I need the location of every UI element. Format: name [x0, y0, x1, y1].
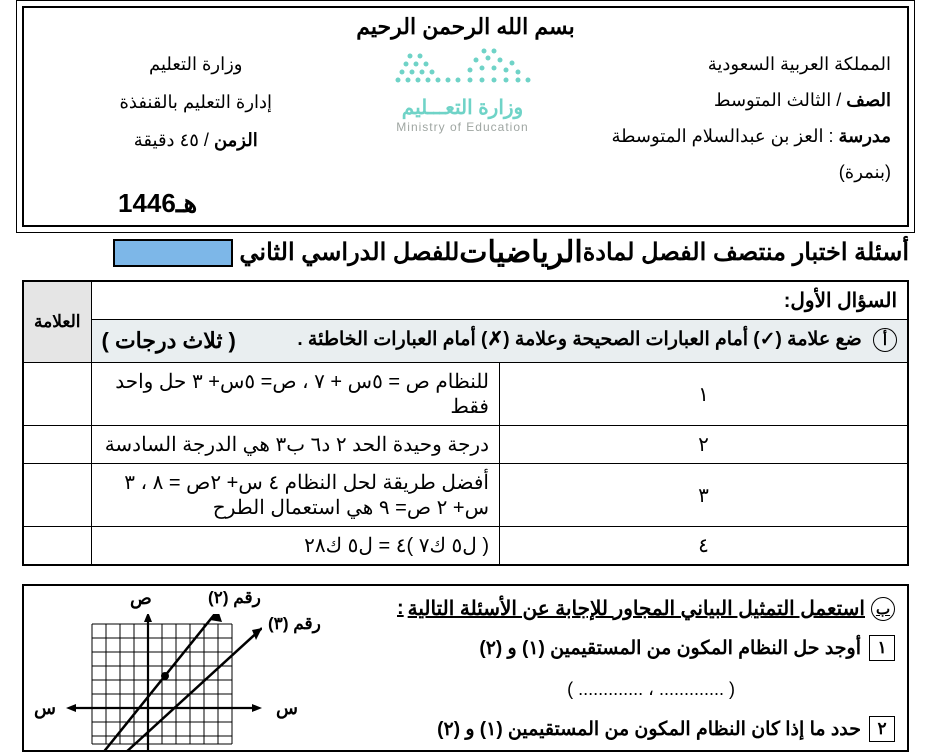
time-line: الزمن / ٤٥ دقيقة	[34, 122, 358, 160]
name-blank-chip	[113, 239, 233, 267]
x-axis-label-r: س	[276, 698, 298, 719]
part-b-letter: ب	[871, 597, 895, 621]
arrow-icon	[252, 628, 262, 640]
time-label: الزمن	[214, 130, 258, 150]
q1-instruction: ضع علامة (✓) أمام العبارات الصحيحة وعلام…	[297, 329, 861, 350]
moe-en: Ministry of Education	[358, 120, 568, 134]
grade-line: الصف / الثالث المتوسط	[568, 82, 892, 118]
table-row: ٣ أفضل طريقة لحل النظام ٤ س+ ٢ص = ٨ ، ٣ …	[23, 464, 908, 527]
row-num: ١	[500, 363, 909, 426]
q1b-item1: أوجد حل النظام المكون من المستقيمين (١) …	[479, 637, 861, 660]
line2-label: رقم (٣)	[268, 614, 321, 634]
colon-icon: :	[397, 597, 404, 620]
item1-num: ١	[869, 635, 895, 661]
title-pre: أسئلة اختبار منتصف الفصل لمادة	[583, 238, 909, 267]
row-text: درجة وحيدة الحد ٢ د٦ ب٣ هي الدرجة السادس…	[91, 426, 500, 464]
row-mark[interactable]	[23, 527, 91, 566]
part-a-letter: أ	[873, 328, 897, 352]
grade-value: / الثالث المتوسط	[714, 90, 841, 110]
table-row: ٤ ( ل٥ ك٧ )٤ = ل٥ ك٢٨	[23, 527, 908, 566]
exam-title: أسئلة اختبار منتصف الفصل لمادة الرياضيات…	[22, 235, 909, 270]
row-text: أفضل طريقة لحل النظام ٤ س+ ٢ص = ٨ ، ٣ س+…	[91, 464, 500, 527]
row-num: ٤	[500, 527, 909, 566]
row-mark[interactable]	[23, 426, 91, 464]
y-axis-label: ص	[130, 588, 152, 609]
title-subject: الرياضيات	[459, 235, 582, 270]
q1-table: السؤال الأول: العلامة أ ضع علامة (✓) أما…	[22, 280, 909, 566]
row-mark[interactable]	[23, 363, 91, 426]
table-row: ١ للنظام ص = ٥س + ٧ ، ص= ٥س+ ٣ حل واحد ف…	[23, 363, 908, 426]
q1b-item2: حدد ما إذا كان النظام المكون من المستقيم…	[437, 718, 861, 741]
line1-label: رقم (٢)	[208, 588, 261, 608]
graph-area: ص س س رقم (٢) رقم (٣)	[32, 590, 342, 752]
header-box: بسم الله الرحمن الرحيم المملكة العربية ا…	[22, 6, 909, 227]
title-post: للفصل الدراسي الثاني	[239, 238, 459, 267]
q1b-box: ب استعمل التمثيل البياني المجاور للإجابة…	[22, 584, 909, 752]
hijri-year: 1446هـ	[34, 188, 897, 219]
bismillah: بسم الله الرحمن الرحيم	[34, 14, 897, 40]
row-num: ٢	[500, 426, 909, 464]
moe-ar: وزارة التعـــليم	[358, 95, 568, 120]
graph-svg	[62, 614, 262, 752]
ministry: وزارة التعليم	[34, 46, 358, 84]
line-2	[124, 628, 262, 752]
row-num: ٣	[500, 464, 909, 527]
grade-label: الصف	[846, 90, 891, 110]
department: إدارة التعليم بالقنفذة	[34, 84, 358, 122]
time-value: / ٤٥ دقيقة	[134, 130, 209, 150]
q1-score: ( ثلاث درجات )	[102, 328, 236, 354]
item2-num: ٢	[869, 716, 895, 742]
q1-instruction-cell: أ ضع علامة (✓) أمام العبارات الصحيحة وعل…	[91, 320, 908, 363]
country: المملكة العربية السعودية	[568, 46, 892, 82]
header-right-col: المملكة العربية السعودية الصف / الثالث ا…	[568, 46, 898, 190]
table-row: ٢ درجة وحيدة الحد ٢ د٦ ب٣ هي الدرجة السا…	[23, 426, 908, 464]
intersection-point-icon	[161, 672, 169, 680]
school-line: مدرسة : العز بن عبدالسلام المتوسطة (بنمر…	[568, 118, 892, 190]
row-text: للنظام ص = ٥س + ٧ ، ص= ٥س+ ٣ حل واحد فقط	[91, 363, 500, 426]
mark-header: العلامة	[23, 281, 91, 363]
header-center-col: وزارة التعـــليم Ministry of Education	[358, 46, 568, 190]
moe-logo-icon	[388, 46, 538, 86]
school-label: مدرسة	[838, 126, 891, 146]
row-mark[interactable]	[23, 464, 91, 527]
axes-icon	[66, 614, 262, 752]
grid-icon	[92, 624, 232, 744]
arrow-icon	[210, 614, 222, 622]
q1b-title: استعمل التمثيل البياني المجاور للإجابة ع…	[408, 596, 865, 621]
row-text: ( ل٥ ك٧ )٤ = ل٥ ك٢٨	[91, 527, 500, 566]
q1-heading: السؤال الأول:	[91, 281, 908, 320]
header-left-col: وزارة التعليم إدارة التعليم بالقنفذة الز…	[34, 46, 358, 190]
x-axis-label: س	[34, 698, 56, 719]
